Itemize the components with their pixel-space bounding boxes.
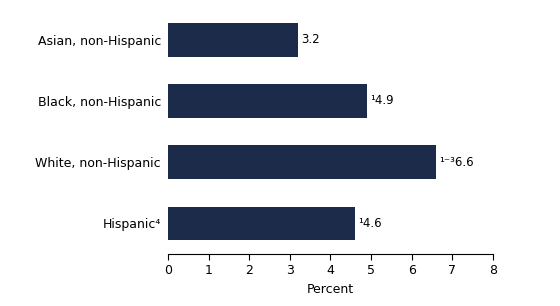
Bar bbox=[168, 145, 436, 179]
Bar bbox=[168, 84, 367, 118]
Text: ¹⁻³6.6: ¹⁻³6.6 bbox=[439, 156, 474, 169]
Bar bbox=[168, 23, 298, 57]
Text: 3.2: 3.2 bbox=[301, 33, 320, 46]
Text: ¹4.9: ¹4.9 bbox=[370, 95, 394, 107]
Bar bbox=[168, 207, 355, 240]
Text: ¹4.6: ¹4.6 bbox=[358, 217, 381, 230]
X-axis label: Percent: Percent bbox=[307, 283, 354, 296]
